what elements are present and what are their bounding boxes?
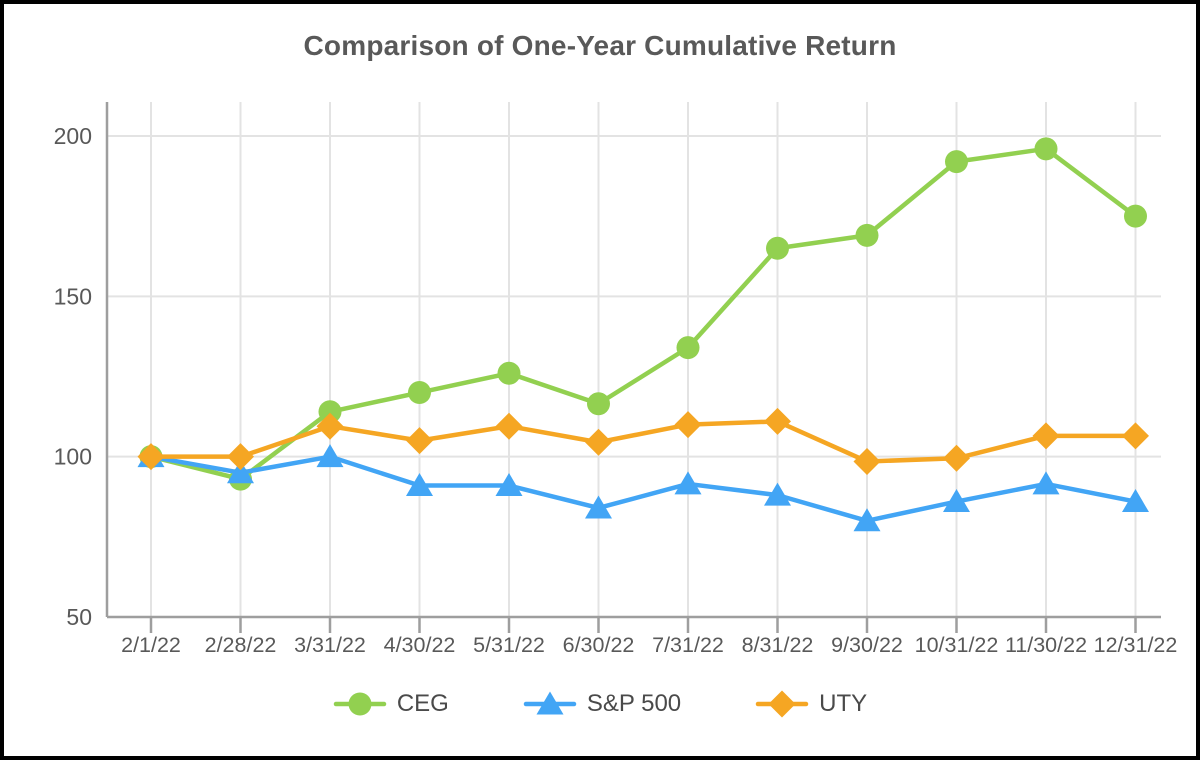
series-line-ceg: [148, 146, 1138, 482]
sp500-triangle-icon: [523, 691, 577, 715]
x-tick-label: 10/31/22: [915, 633, 999, 657]
legend-label: S&P 500: [586, 690, 682, 717]
marker-uty-8: [853, 447, 881, 475]
marker-uty-4: [495, 412, 523, 440]
marker-ceg-6: [676, 336, 700, 360]
marker-uty-1: [227, 443, 254, 471]
y-tick-label: 50: [66, 604, 92, 630]
marker-uty-0: [137, 443, 165, 471]
legend-item-sp500: S&P 500: [523, 688, 681, 720]
x-tick-label: 6/30/22: [563, 633, 635, 657]
marker-uty-3: [406, 427, 433, 455]
marker-sp500-3: [406, 473, 433, 497]
marker-sp500-9: [943, 489, 970, 513]
x-tick-label: 9/30/22: [831, 633, 903, 657]
return-comparison-chart: 2/1/22 2/28/22 3/31/22 4/30/22 5/31/22 6/30/2…: [54, 102, 1178, 657]
legend-item-uty: UTY: [755, 688, 867, 720]
series-line-sp500: [148, 454, 1138, 524]
marker-ceg-9: [945, 150, 968, 174]
marker-sp500-11: [1122, 489, 1149, 513]
marker-sp500-1: [227, 460, 254, 484]
marker-uty-10: [1032, 422, 1060, 450]
marker-sp500-4: [495, 473, 523, 497]
x-tick-label: 3/31/22: [294, 633, 366, 657]
marker-ceg-7: [766, 236, 789, 260]
marker-ceg-11: [1124, 204, 1147, 228]
marker-sp500-8: [853, 508, 881, 532]
chart-legend: CEG S&P 500 UTY: [4, 688, 1196, 720]
marker-uty-2: [316, 412, 344, 440]
x-tick-label: 2/28/22: [205, 633, 277, 657]
x-tick-label: 11/30/22: [1005, 633, 1087, 657]
marker-ceg-10: [1034, 137, 1058, 161]
marker-ceg-3: [408, 381, 431, 405]
marker-uty-7: [764, 407, 791, 435]
marker-ceg-4: [497, 361, 521, 385]
x-tick-label: 5/31/22: [473, 633, 545, 657]
x-tick-label: 12/31/22: [1094, 633, 1178, 657]
marker-sp500-2: [316, 444, 344, 468]
chart-title: Comparison of One-Year Cumulative Return: [303, 30, 897, 61]
marker-uty-5: [585, 428, 612, 456]
y-tick-label: 200: [54, 123, 92, 149]
marker-sp500-6: [674, 471, 702, 495]
legend-label: CEG: [396, 690, 449, 717]
marker-sp500-5: [585, 495, 612, 519]
x-tick-label: 2/1/22: [121, 633, 181, 657]
y-tick-label: 150: [54, 283, 92, 309]
marker-uty-11: [1122, 422, 1149, 450]
ceg-circle-icon: [333, 692, 387, 716]
y-tick-label: 100: [54, 444, 92, 470]
marker-sp500-7: [764, 482, 791, 506]
legend-item-ceg: CEG: [333, 688, 449, 720]
x-tick-label: 4/30/22: [384, 633, 456, 657]
marker-uty-6: [674, 411, 702, 439]
marker-uty-9: [943, 444, 970, 472]
series-line-uty: [148, 419, 1138, 464]
uty-diamond-icon: [755, 690, 809, 718]
marker-sp500-10: [1032, 471, 1060, 495]
marker-ceg-5: [587, 392, 610, 416]
marker-ceg-8: [855, 223, 879, 247]
legend-label: UTY: [819, 690, 868, 717]
x-tick-label: 8/31/22: [742, 633, 814, 657]
x-tick-label: 7/31/22: [652, 633, 724, 657]
marker-ceg-2: [318, 400, 342, 424]
